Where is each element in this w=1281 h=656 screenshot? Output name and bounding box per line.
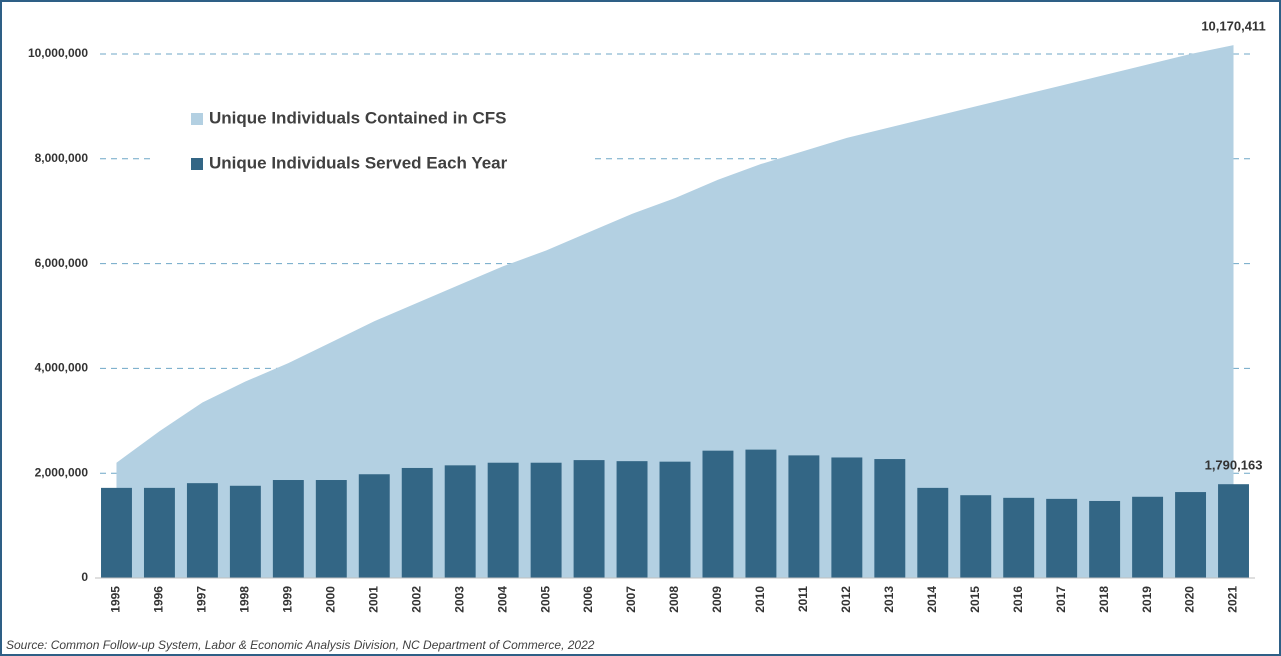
- x-tick-label: 2006: [581, 586, 595, 613]
- x-tick-label: 2004: [495, 586, 509, 613]
- legend-swatch: [191, 158, 203, 170]
- x-tick-label: 2007: [624, 586, 638, 613]
- x-tick-label: 2005: [538, 586, 552, 613]
- y-tick-label: 10,000,000: [28, 46, 88, 60]
- x-tick-label: 2013: [882, 586, 896, 613]
- x-tick-label: 2001: [366, 586, 380, 613]
- bar: [1046, 498, 1078, 578]
- x-tick-label: 2008: [667, 586, 681, 613]
- x-tick-label: 1996: [152, 586, 166, 613]
- bar: [272, 480, 304, 578]
- area: [116, 45, 1234, 579]
- y-tick-label: 8,000,000: [35, 151, 89, 165]
- data-label: 10,170,411: [1201, 19, 1265, 34]
- bar: [1003, 497, 1035, 578]
- x-tick-label: 2012: [839, 586, 853, 613]
- x-tick-label: 2002: [409, 586, 423, 613]
- x-tick-label: 2017: [1054, 586, 1068, 613]
- x-tick-label: 2009: [710, 586, 724, 613]
- x-tick-label: 2016: [1011, 586, 1025, 613]
- bar: [917, 487, 949, 578]
- bar: [444, 465, 476, 578]
- y-tick-label: 0: [81, 570, 88, 584]
- x-tick-label: 2019: [1140, 586, 1154, 613]
- x-tick-label: 2018: [1097, 586, 1111, 613]
- bar: [315, 480, 347, 578]
- x-tick-label: 1995: [109, 586, 123, 613]
- bar: [659, 461, 691, 578]
- x-tick-label: 1998: [238, 586, 252, 613]
- bar: [573, 460, 605, 578]
- bar: [1089, 500, 1121, 578]
- legend-swatch: [191, 113, 203, 125]
- x-tick-label: 2000: [323, 586, 337, 613]
- legend-box: [150, 90, 590, 190]
- y-tick-label: 6,000,000: [35, 256, 89, 270]
- bar: [831, 457, 863, 578]
- x-tick-label: 2011: [796, 586, 810, 612]
- x-tick-label: 2003: [452, 586, 466, 613]
- bar: [401, 467, 433, 578]
- data-label: 1,790,163: [1205, 458, 1263, 473]
- bar: [616, 461, 648, 578]
- bar: [874, 459, 906, 578]
- source: Source: Common Follow-up System, Labor &…: [6, 638, 595, 652]
- bar: [1175, 492, 1207, 578]
- legend-label: Unique Individuals Contained in CFS: [209, 108, 507, 127]
- bar: [358, 474, 390, 578]
- bar: [745, 449, 777, 578]
- bar: [1218, 484, 1249, 578]
- y-tick-label: 2,000,000: [35, 465, 89, 479]
- x-tick-label: 2021: [1226, 586, 1240, 613]
- bar: [487, 462, 519, 578]
- legend-label: Unique Individuals Served Each Year: [209, 153, 508, 172]
- x-tick-label: 1997: [195, 586, 209, 613]
- bar: [530, 462, 562, 578]
- y-tick-label: 4,000,000: [35, 361, 89, 375]
- bar: [960, 495, 992, 578]
- bar: [1132, 496, 1164, 578]
- bar: [101, 487, 132, 578]
- bar: [186, 483, 218, 578]
- x-tick-label: 2014: [925, 586, 939, 613]
- bar: [229, 485, 261, 578]
- bar: [702, 450, 734, 578]
- x-tick-label: 1999: [281, 586, 295, 613]
- bar: [143, 487, 175, 578]
- x-tick-label: 2020: [1183, 586, 1197, 613]
- x-tick-label: 2015: [968, 586, 982, 613]
- x-tick-label: 2010: [753, 586, 767, 613]
- bar: [788, 455, 820, 578]
